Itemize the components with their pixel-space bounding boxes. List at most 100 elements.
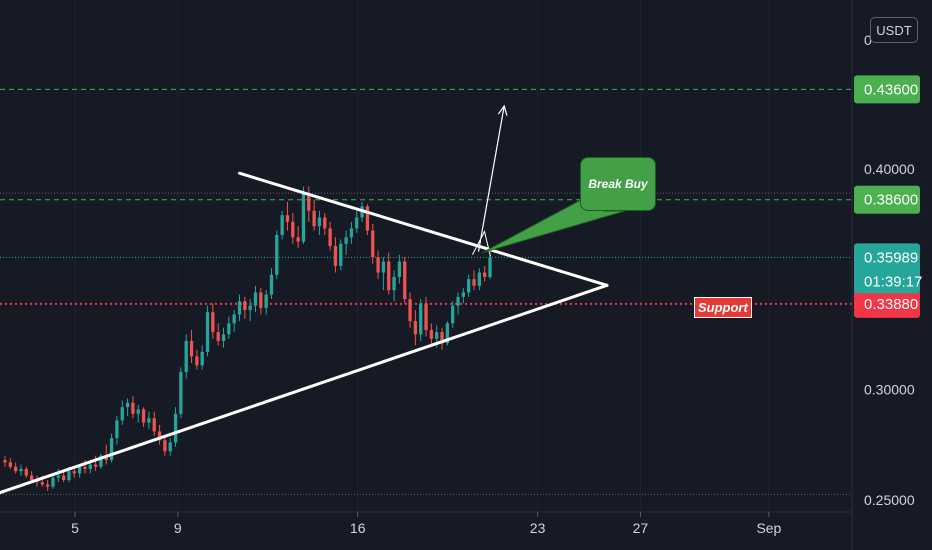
candle-body [77, 466, 82, 474]
time-tick-label: Sep [756, 520, 781, 536]
candle [307, 186, 311, 222]
candle [189, 329, 194, 364]
candle-body [349, 228, 354, 238]
candle [397, 254, 402, 284]
candle [237, 294, 242, 322]
candle-body [216, 332, 220, 341]
breakout-marker [472, 230, 491, 257]
candle [344, 230, 348, 255]
support-label: Support [694, 297, 752, 318]
candle-body [173, 413, 178, 443]
candle-body [99, 455, 103, 467]
candle-body [285, 215, 290, 222]
candle-body [483, 272, 487, 277]
candle [221, 327, 226, 348]
candle [456, 292, 460, 315]
candle-body [147, 418, 151, 423]
time-tick-label: 5 [71, 520, 79, 536]
candle-body [488, 257, 492, 277]
candle [14, 462, 18, 474]
resistance-line[interactable] [237, 171, 609, 287]
last-price-label: 0.35989 [864, 249, 918, 266]
candle [429, 323, 434, 346]
candle-body [291, 221, 295, 238]
candle-body [120, 407, 124, 421]
candle-body [403, 261, 407, 300]
candle [216, 323, 220, 346]
breakout-arrow-shaft [477, 105, 505, 252]
candle-body [45, 484, 50, 487]
candle-body [152, 418, 156, 432]
candle-body [61, 475, 66, 480]
candle [317, 210, 322, 236]
time-tick-label: 16 [350, 520, 366, 536]
support-line[interactable] [0, 283, 609, 508]
candle-body [435, 332, 439, 339]
candle-body [413, 321, 418, 335]
candle [125, 398, 130, 416]
time-tick-label: 9 [174, 520, 182, 536]
candle-body [419, 303, 423, 335]
candle [349, 221, 354, 244]
candle [147, 411, 151, 430]
candle-body [168, 442, 172, 452]
candle [275, 230, 279, 280]
candle [72, 468, 76, 478]
candle-body [3, 460, 7, 463]
candle [419, 299, 423, 341]
candle-body [461, 292, 466, 297]
candle [413, 310, 418, 346]
candle-body [381, 261, 386, 273]
candle [371, 224, 375, 264]
candle [163, 435, 167, 456]
candle-body [195, 356, 199, 366]
time-tick-label: 27 [633, 520, 649, 536]
candle [93, 455, 98, 472]
candle-body [296, 237, 300, 242]
candle [205, 305, 210, 357]
candle-body [355, 217, 359, 229]
candle [312, 199, 316, 231]
candle [141, 407, 146, 428]
candle [291, 212, 295, 244]
candle [227, 316, 231, 339]
candle [115, 416, 119, 445]
target-1-tag-label: 0.43600 [864, 81, 918, 98]
countdown-label: 01:39:17 [864, 273, 922, 290]
candle-body [371, 230, 375, 258]
candle [451, 301, 455, 328]
time-axis[interactable]: 5 9 16 23 27 Sep [71, 512, 782, 536]
support-tag [854, 289, 920, 318]
candle-body [269, 274, 274, 295]
candle [403, 257, 407, 304]
candle [323, 212, 327, 236]
grid-lines [74, 0, 770, 512]
target-2-tag [854, 185, 920, 214]
candles [3, 186, 492, 492]
candle [280, 210, 284, 240]
candle [243, 296, 247, 319]
candle [61, 471, 66, 483]
candle-body [200, 352, 204, 366]
candle-body [280, 215, 284, 236]
candle-body [205, 312, 210, 352]
candle [200, 345, 204, 370]
candle-body [472, 279, 476, 286]
candle-body [227, 323, 231, 335]
candle-body [275, 235, 279, 275]
candle [269, 268, 274, 300]
candle-body [211, 312, 215, 333]
candle [168, 438, 172, 456]
candle-body [312, 210, 316, 227]
candle [259, 288, 263, 315]
candle-body [109, 438, 114, 461]
candle-body [83, 466, 87, 469]
candle-body [56, 475, 60, 478]
candle-body [365, 206, 370, 231]
price-tick-label: 0.30000 [864, 382, 915, 398]
currency-badge[interactable]: USDT [870, 17, 918, 43]
candle-body [387, 261, 391, 291]
candle [248, 299, 252, 322]
candle-body [157, 431, 162, 441]
